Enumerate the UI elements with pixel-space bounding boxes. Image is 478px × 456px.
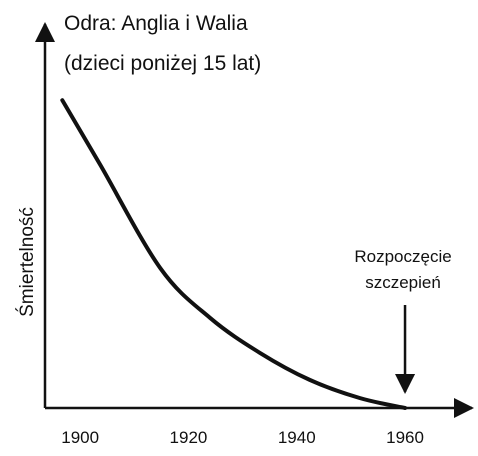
chart-title: (dzieci poniżej 15 lat) — [64, 52, 261, 75]
chart-title: Odra: Anglia i Walia — [64, 12, 248, 35]
y-axis-label: Śmiertelność — [16, 207, 38, 317]
annotation: Rozpoczęcie — [354, 247, 451, 266]
x-tick-label: 1920 — [170, 428, 208, 447]
x-tick-label: 1940 — [278, 428, 316, 447]
x-tick-label: 1900 — [61, 428, 99, 447]
annotation: szczepień — [365, 273, 441, 292]
x-tick-label: 1960 — [386, 428, 424, 447]
line — [60, 98, 408, 410]
